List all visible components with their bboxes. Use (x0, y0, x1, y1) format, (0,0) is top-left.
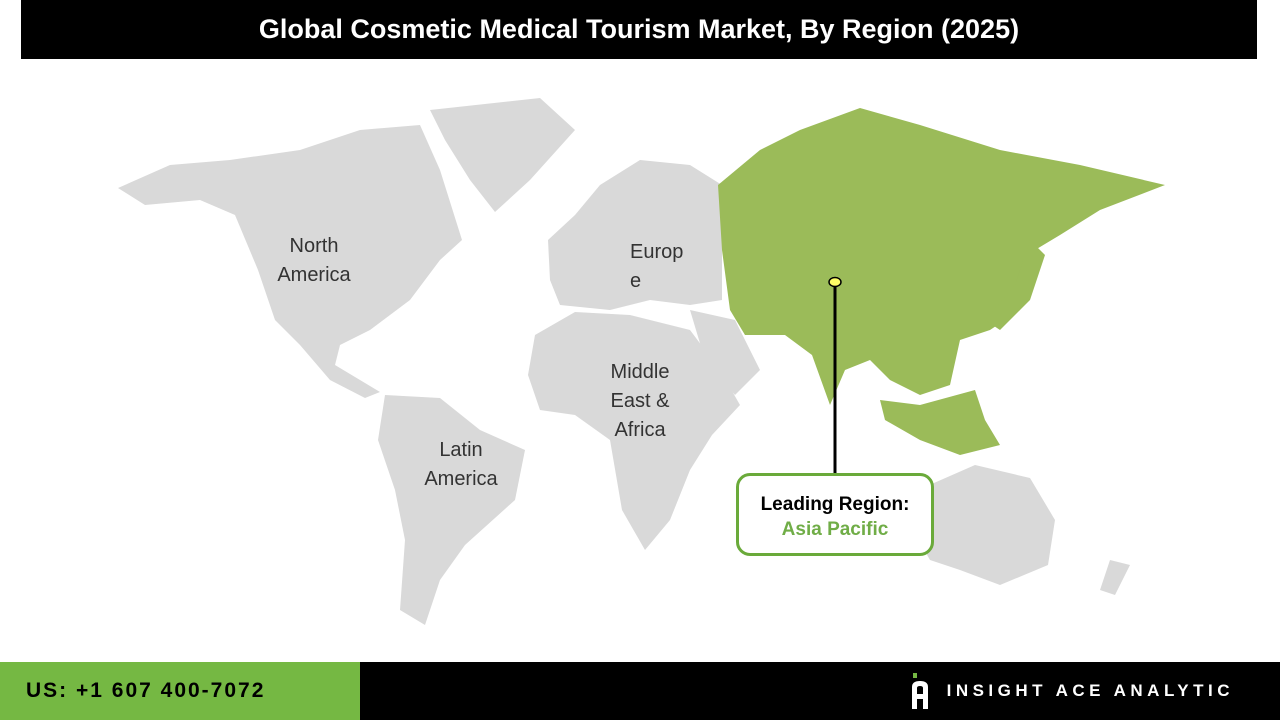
footer-phone: US: +1 607 400-7072 (0, 662, 360, 720)
region-label-latin-america: Latin America (410, 436, 512, 494)
japan-shape[interactable] (985, 240, 1045, 330)
north-america-shape[interactable] (118, 125, 462, 398)
africa-shape[interactable] (528, 312, 740, 550)
location-marker-icon (828, 276, 842, 288)
label-line: Latin (439, 439, 483, 461)
label-line: America (424, 468, 498, 490)
label-line: North (289, 235, 339, 257)
footer-brand-bar: INSIGHT ACE ANALYTIC (360, 662, 1280, 720)
australia-shape[interactable] (910, 465, 1055, 585)
new-zealand-shape[interactable] (1100, 560, 1130, 595)
callout-label: Leading Region: (760, 494, 910, 515)
greenland-shape[interactable] (430, 98, 575, 212)
region-label-north-america: North America (262, 232, 366, 290)
southeast-asia-islands-shape[interactable] (880, 390, 1000, 455)
label-line: Africa (614, 419, 666, 441)
page-title: Global Cosmetic Medical Tourism Market, … (21, 0, 1257, 59)
arabia-shape[interactable] (690, 310, 760, 395)
south-america-shape[interactable] (378, 395, 525, 625)
label-line: America (277, 264, 351, 286)
label-line: East & (610, 390, 670, 412)
asia-pacific-shape[interactable] (718, 108, 1165, 405)
leading-region-callout: Leading Region: Asia Pacific (736, 473, 934, 556)
region-label-europe: Europ e (630, 238, 683, 296)
region-label-middle-east-africa: Middle East & Africa (594, 358, 686, 445)
callout-value: Asia Pacific (781, 519, 889, 540)
label-line: e (630, 270, 642, 292)
europe-shape[interactable] (548, 160, 722, 310)
label-line: Middle (610, 361, 670, 383)
world-map (118, 98, 1165, 625)
ia-logo-icon (911, 673, 928, 709)
label-line: Europ (630, 241, 684, 263)
brand-name: INSIGHT ACE ANALYTIC (946, 681, 1234, 700)
